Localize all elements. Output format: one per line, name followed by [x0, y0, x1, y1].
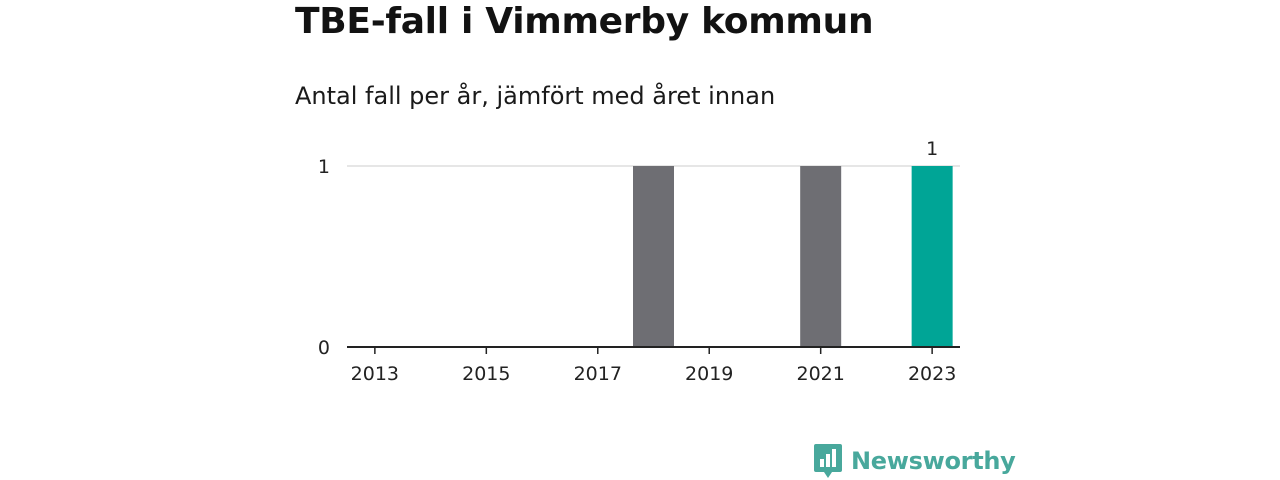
- bars: [633, 166, 953, 347]
- axes: [347, 346, 960, 354]
- chart-subtitle: Antal fall per år, jämfört med året inna…: [295, 82, 776, 110]
- data-label: 1: [926, 138, 938, 160]
- x-tick-label: 2017: [574, 363, 622, 385]
- brand-name: Newsworthy: [851, 447, 1016, 475]
- x-tick-label: 2021: [797, 363, 845, 385]
- x-tick-label: 2019: [685, 363, 733, 385]
- bar-2021: [800, 166, 842, 347]
- labels: 0 1 2013 2015 2017 2019 2021 2023 1: [318, 138, 956, 385]
- newsworthy-logo-icon: [814, 444, 842, 478]
- x-tick-label: 2023: [908, 363, 956, 385]
- chart-title: TBE-fall i Vimmerby kommun: [295, 1, 874, 42]
- bar-2018: [633, 166, 674, 347]
- y-tick-label: 1: [318, 156, 330, 178]
- x-tick-label: 2013: [351, 363, 399, 385]
- bar-2023: [911, 166, 953, 347]
- newsworthy-brand: Newsworthy: [814, 444, 1016, 480]
- y-tick-label: 0: [318, 337, 330, 359]
- x-tick-label: 2015: [462, 363, 510, 385]
